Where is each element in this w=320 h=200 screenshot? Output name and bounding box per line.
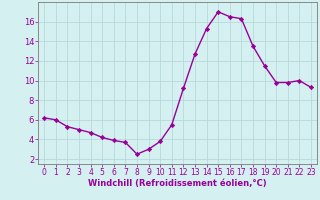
X-axis label: Windchill (Refroidissement éolien,°C): Windchill (Refroidissement éolien,°C): [88, 179, 267, 188]
